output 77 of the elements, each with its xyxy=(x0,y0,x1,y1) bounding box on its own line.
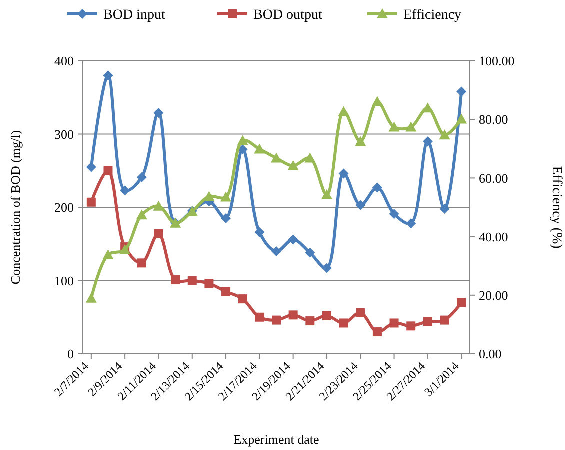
point xyxy=(456,86,467,97)
point xyxy=(238,294,248,304)
y2-tick-label: 0.00 xyxy=(479,346,502,362)
point xyxy=(388,122,400,132)
point xyxy=(338,168,349,179)
point xyxy=(372,182,382,193)
y-tick-label: 300 xyxy=(54,126,74,142)
y2-tick-label: 20.00 xyxy=(479,288,508,303)
point xyxy=(103,70,114,81)
point xyxy=(254,144,266,154)
point xyxy=(136,210,148,220)
point xyxy=(238,144,248,155)
point xyxy=(222,287,231,296)
point xyxy=(322,311,332,320)
point xyxy=(237,135,248,146)
point xyxy=(339,318,348,328)
y-tick-label: 400 xyxy=(54,54,74,69)
point xyxy=(406,218,416,229)
point xyxy=(102,249,114,260)
point xyxy=(439,130,450,140)
point xyxy=(154,108,164,118)
point xyxy=(372,328,382,337)
point xyxy=(288,310,298,320)
point xyxy=(272,316,281,325)
point xyxy=(440,316,450,325)
legend-label: BOD output xyxy=(254,8,322,23)
point xyxy=(86,198,96,207)
point xyxy=(456,114,468,124)
point xyxy=(288,234,298,245)
point xyxy=(255,312,264,322)
point xyxy=(154,229,164,238)
point xyxy=(390,318,399,328)
point xyxy=(288,160,299,170)
y2-axis-title: Efficiency (%) xyxy=(549,166,564,250)
point xyxy=(271,152,282,163)
point xyxy=(457,298,466,308)
point xyxy=(322,263,332,274)
y-tick-label: 200 xyxy=(54,200,74,216)
point xyxy=(321,189,332,200)
point xyxy=(338,106,350,116)
point xyxy=(220,192,232,202)
point xyxy=(204,279,214,288)
point xyxy=(305,248,316,258)
point xyxy=(254,227,265,238)
point xyxy=(440,204,450,214)
point xyxy=(304,152,316,163)
point xyxy=(204,191,215,202)
point xyxy=(86,292,97,303)
y-tick-label: 0 xyxy=(68,346,74,362)
y2-tick-label: 60.00 xyxy=(479,170,508,186)
point xyxy=(389,209,400,220)
point xyxy=(406,122,417,132)
x-axis-title: Experiment date xyxy=(234,432,320,447)
legend-label: BOD input xyxy=(104,8,166,23)
point xyxy=(104,166,113,176)
point xyxy=(188,276,197,286)
point xyxy=(423,317,432,326)
y2-tick-label: 100.00 xyxy=(479,54,515,69)
point xyxy=(120,186,130,196)
point xyxy=(406,322,416,331)
point xyxy=(356,200,366,210)
point xyxy=(120,244,131,254)
y-tick-label: 100 xyxy=(54,273,74,288)
point xyxy=(221,213,232,224)
point xyxy=(356,308,366,318)
point xyxy=(86,162,96,172)
legend-label: Efficiency xyxy=(404,8,462,23)
point xyxy=(137,258,146,268)
point xyxy=(355,136,366,146)
point xyxy=(422,136,433,147)
point xyxy=(272,246,282,256)
point xyxy=(171,276,180,285)
point xyxy=(306,316,315,326)
point xyxy=(136,172,147,182)
y2-tick-label: 40.00 xyxy=(479,229,508,244)
y-axis-title: Concentration of BOD (mg/l) xyxy=(8,130,23,285)
y2-tick-label: 80.00 xyxy=(479,112,508,128)
